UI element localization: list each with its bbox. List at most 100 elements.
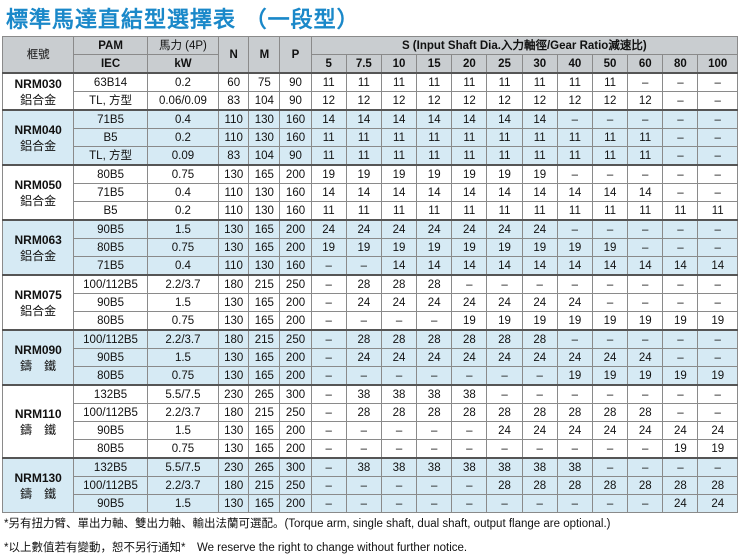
shaft-cell: –: [591, 384, 629, 404]
shaft-cell: –: [380, 494, 418, 513]
shaft-cell: –: [310, 457, 347, 477]
shaft-cell: –: [697, 128, 738, 147]
p-cell: 200: [279, 421, 312, 440]
pam-cell: TL, 方型: [73, 146, 148, 166]
shaft-cell: 11: [380, 72, 418, 92]
shaft-cell: 24: [345, 219, 382, 239]
shaft-cell: –: [310, 256, 347, 276]
shaft-cell: –: [697, 219, 738, 239]
shaft-cell: –: [662, 403, 699, 422]
pam-cell: 80B5: [73, 164, 148, 184]
m-cell: 165: [248, 494, 281, 513]
shaft-cell: 24: [486, 293, 523, 312]
shaft-cell: 14: [416, 183, 453, 202]
n-cell: 83: [218, 91, 250, 111]
n-cell: 130: [218, 494, 250, 513]
kw-cell: 1.5: [146, 219, 220, 239]
table-header: 框號 PAM 馬力 (4P) N M P S (Input Shaft Dia.…: [1, 36, 739, 74]
kw-cell: 0.75: [146, 164, 220, 184]
table-row: NRM063 鋁合金 90B5 1.5 130 165 200 24 24 24 24 24 24 24–…: [1, 219, 738, 276]
shaft-cell: 19: [451, 164, 488, 184]
shaft-cell: 11: [451, 146, 488, 166]
shaft-cell: 11: [345, 72, 382, 92]
m-cell: 265: [248, 384, 281, 404]
m-cell: 165: [248, 348, 281, 367]
pam-cell: 132B5: [73, 457, 148, 477]
m-cell: 215: [248, 329, 281, 349]
shaft-cell: –: [380, 366, 418, 386]
shaft-cell: –: [380, 476, 418, 495]
shaft-cell: –: [310, 403, 347, 422]
kw-cell: 0.2: [146, 201, 220, 221]
shaft-cell: –: [591, 439, 629, 459]
shaft-cell: 24: [521, 348, 558, 367]
shaft-cell: –: [591, 329, 629, 349]
pam-cell: 90B5: [73, 219, 148, 239]
p-cell: 250: [279, 403, 312, 422]
m-cell: 75: [248, 72, 281, 92]
shaft-cell: 24: [697, 421, 738, 440]
shaft-cell: 12: [486, 91, 523, 111]
shaft-cell: –: [591, 293, 629, 312]
frame-code: NRM090: [14, 342, 62, 357]
note-optional: *另有扭力臂、單出力軸、雙出力軸、輸出法蘭可選配。(Torque arm, si…: [4, 518, 611, 530]
shaft-cell: –: [591, 164, 629, 184]
kw-cell: 5.5/7.5: [146, 457, 220, 477]
shaft-cell: 19: [697, 439, 738, 459]
frame-cell: NRM075 鋁合金: [1, 274, 75, 331]
shaft-cell: 24: [310, 219, 347, 239]
m-cell: 165: [248, 219, 281, 239]
shaft-cell: 24: [345, 293, 382, 312]
shaft-cell: –: [627, 329, 664, 349]
shaft-cell: 28: [556, 476, 593, 495]
n-cell: 110: [218, 128, 250, 147]
kw-cell: 0.2: [146, 128, 220, 147]
shaft-cell: –: [556, 219, 593, 239]
p-cell: 160: [279, 109, 312, 129]
p-cell: 250: [279, 274, 312, 294]
pam-cell: 100/112B5: [73, 274, 148, 294]
shaft-cell: 38: [416, 457, 453, 477]
shaft-cell: –: [697, 146, 738, 166]
selection-table-container: 框號 PAM 馬力 (4P) N M P S (Input Shaft Dia.…: [1, 36, 739, 513]
shaft-cell: 38: [345, 384, 382, 404]
shaft-cell: –: [662, 128, 699, 147]
m-cell: 104: [248, 91, 281, 111]
p-cell: 200: [279, 219, 312, 239]
shaft-cell: 19: [310, 164, 347, 184]
shaft-cell: 24: [486, 219, 523, 239]
shaft-cell: –: [591, 274, 629, 294]
p-cell: 200: [279, 293, 312, 312]
shaft-cell: –: [697, 238, 738, 257]
shaft-cell: 24: [627, 421, 664, 440]
shaft-cell: 19: [416, 238, 453, 257]
pam-cell: 80B5: [73, 366, 148, 386]
n-cell: 110: [218, 256, 250, 276]
shaft-cell: 24: [697, 494, 738, 513]
shaft-cell: –: [627, 109, 664, 129]
shaft-cell: 24: [627, 348, 664, 367]
frame-cell: NRM050 鋁合金: [1, 164, 75, 221]
shaft-cell: 12: [591, 91, 629, 111]
shaft-cell: –: [662, 219, 699, 239]
shaft-cell: 14: [697, 256, 738, 276]
shaft-cell: 14: [345, 109, 382, 129]
m-cell: 215: [248, 274, 281, 294]
shaft-cell: 19: [521, 164, 558, 184]
shaft-cell: –: [486, 366, 523, 386]
shaft-cell: 12: [380, 91, 418, 111]
shaft-cell: –: [662, 164, 699, 184]
m-cell: 215: [248, 403, 281, 422]
shaft-cell: –: [662, 238, 699, 257]
shaft-cell: 19: [627, 366, 664, 386]
page-title: 標準馬達直結型選擇表 （一段型）: [6, 8, 360, 33]
shaft-cell: –: [521, 366, 558, 386]
frame-code: NRM110: [14, 406, 62, 421]
shaft-cell: 24: [662, 421, 699, 440]
m-cell: 165: [248, 439, 281, 459]
pam-cell: 90B5: [73, 293, 148, 312]
shaft-cell: 14: [591, 256, 629, 276]
p-cell: 90: [279, 146, 312, 166]
shaft-cell: –: [627, 457, 664, 477]
shaft-cell: 24: [486, 348, 523, 367]
